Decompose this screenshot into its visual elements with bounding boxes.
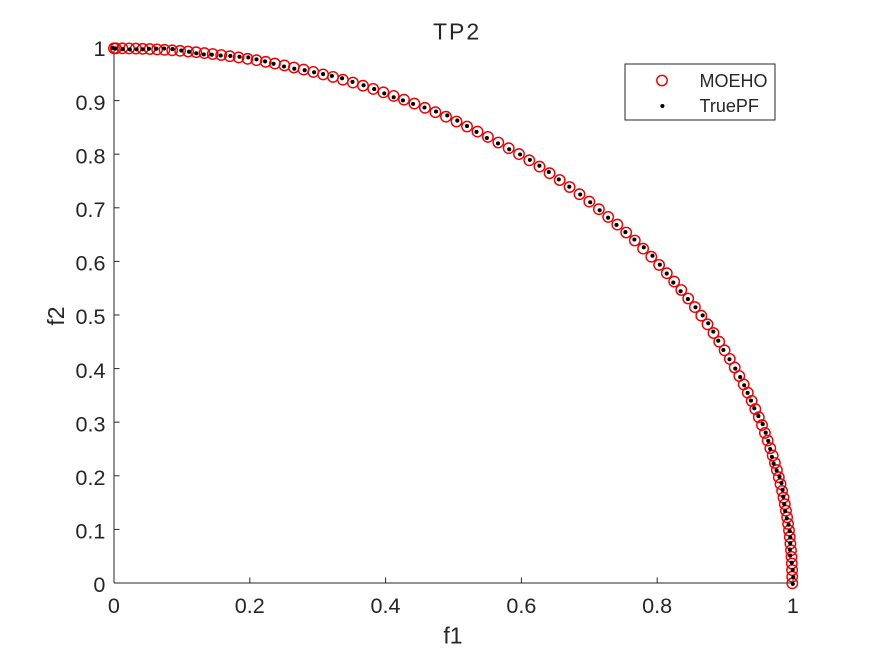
- svg-text:0: 0: [93, 572, 105, 597]
- svg-text:0.7: 0.7: [75, 197, 105, 222]
- svg-text:0.5: 0.5: [75, 304, 105, 329]
- svg-text:MOEHO: MOEHO: [700, 71, 768, 91]
- svg-text:TruePF: TruePF: [699, 96, 758, 116]
- svg-text:0.8: 0.8: [76, 143, 106, 168]
- svg-text:0.4: 0.4: [75, 358, 105, 383]
- svg-text:0.2: 0.2: [75, 465, 105, 490]
- svg-text:0.3: 0.3: [75, 411, 105, 436]
- svg-text:0.8: 0.8: [642, 593, 672, 618]
- svg-text:0.6: 0.6: [506, 593, 536, 618]
- svg-text:0.1: 0.1: [75, 519, 105, 544]
- svg-text:f1: f1: [443, 623, 462, 649]
- svg-text:1: 1: [94, 36, 106, 61]
- svg-text:0: 0: [108, 593, 120, 618]
- svg-text:0.4: 0.4: [371, 593, 401, 618]
- svg-text:0.9: 0.9: [76, 90, 106, 115]
- svg-text:f2: f2: [43, 306, 69, 325]
- svg-text:TP2: TP2: [433, 18, 481, 44]
- svg-text:0.6: 0.6: [75, 251, 105, 276]
- svg-text:0.2: 0.2: [235, 593, 265, 618]
- svg-text:1: 1: [787, 593, 799, 618]
